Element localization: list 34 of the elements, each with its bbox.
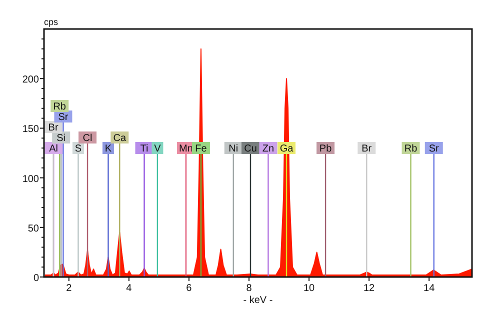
ref-line-label: K [104,143,112,154]
x-axis-title: - keV - [243,295,273,306]
ref-line-label: Rb [404,143,418,154]
x-tick-label: 14 [424,283,436,294]
ref-line-label: Cu [244,143,257,154]
x-tick-label: 10 [303,283,316,294]
ref-line-label: Br [362,143,372,154]
x-tick-label: 4 [126,283,132,294]
ref-line-label: Sr [58,112,69,123]
ref-line-label: Ca [113,132,126,144]
y-tick-label: 100 [22,174,40,185]
ref-line-label: Pb [319,143,332,154]
ref-line-label: Cl [82,132,92,144]
ref-line-label: Rb [53,101,66,112]
ref-line-label: Sr [428,143,440,154]
ref-line-label: Ni [228,143,238,154]
x-tick-label: 8 [246,283,252,294]
ref-line-label: S [74,143,82,154]
x-tick-label: 6 [186,283,192,294]
y-tick-label: 50 [28,223,40,234]
ref-line-label: Br [48,122,59,134]
y-tick-label: 200 [22,74,40,86]
ref-line-label: Ti [140,143,148,154]
x-tick-label: 12 [363,283,376,294]
ref-line-label: Zn [262,143,274,154]
y-tick-label: 0 [33,273,40,284]
y-tick-label: 150 [22,124,40,136]
ref-line-label: Ga [280,143,294,154]
ref-line-label: Fe [195,143,208,154]
ref-line-label: Al [49,143,58,154]
x-tick-label: 2 [66,283,72,294]
ref-line-label: Si [56,132,66,144]
ref-line-label: V [154,143,162,154]
y-axis-title: cps [44,17,59,27]
